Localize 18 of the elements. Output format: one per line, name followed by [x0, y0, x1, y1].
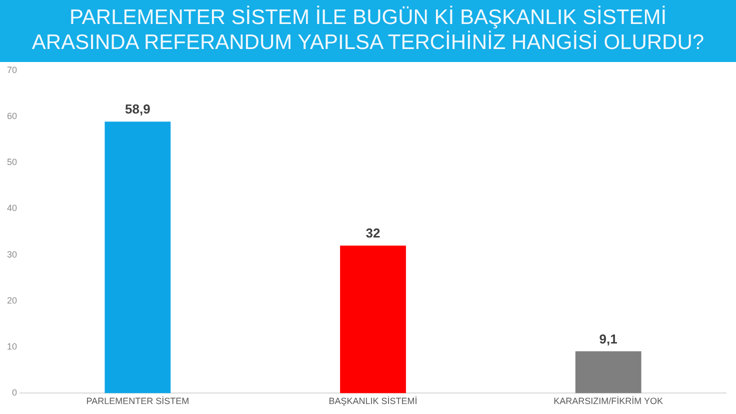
x-tick-label: KARARSIZIM/FİKRİM YOK — [554, 396, 664, 406]
x-tick-label: BAŞKANLIK SİSTEMİ — [328, 396, 418, 406]
y-tick-label: 40 — [6, 203, 18, 214]
chart-title: PARLEMENTER SİSTEM İLE BUGÜN Kİ BAŞKANLIK SİSTEMİ ARASINDA REFERANDUM YAPILSA TERCİHİNİZ HANGİSİ OLURDU? — [0, 0, 736, 62]
y-tick-label: 70 — [6, 64, 18, 75]
y-tick-label: 30 — [6, 249, 18, 260]
data-label: 32 — [366, 226, 380, 241]
y-tick-label: 0 — [12, 388, 18, 398]
bar — [104, 122, 171, 394]
y-tick-label: 60 — [6, 111, 18, 121]
bar — [340, 246, 406, 394]
x-tick-label: PARLEMENTER SİSTEM — [86, 396, 190, 406]
y-tick-label: 10 — [6, 342, 18, 352]
bar — [575, 351, 642, 394]
data-label: 9,1 — [599, 331, 618, 346]
y-tick-label: 20 — [6, 295, 18, 306]
data-label: 58,9 — [125, 102, 150, 117]
y-tick-label: 50 — [6, 157, 18, 168]
